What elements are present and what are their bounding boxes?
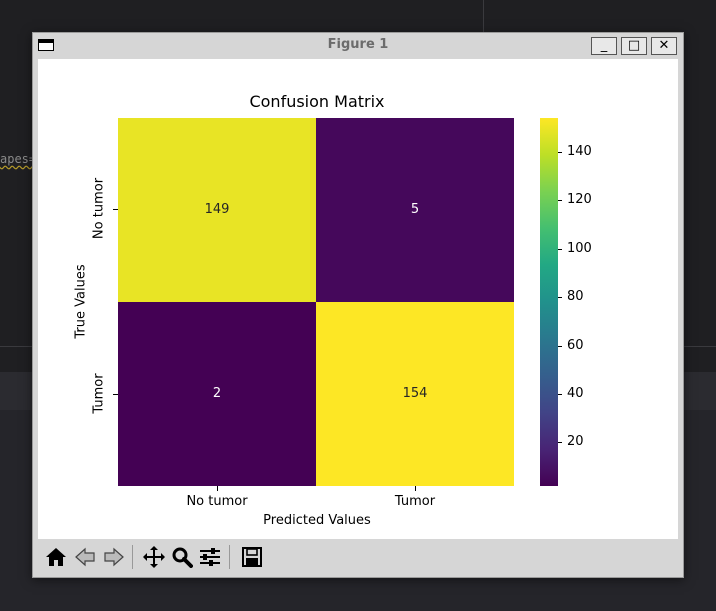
code-fragment: apes=: [0, 152, 37, 166]
minimize-button[interactable]: _: [591, 37, 617, 55]
colorbar-tick-mark: [558, 200, 562, 201]
colorbar-tick-label: 60: [567, 338, 584, 353]
figure-canvas[interactable]: Confusion Matrix 149 5 2 154 No tumor Tumor…: [38, 59, 678, 539]
x-tick-mark: [415, 486, 416, 491]
y-tick-label: Tumor: [91, 373, 107, 414]
colorbar-tick-label: 140: [567, 144, 592, 159]
heatmap-cell: 5: [316, 118, 514, 302]
colorbar-tick-label: 20: [567, 434, 584, 449]
y-tick-label: No tumor: [91, 177, 107, 240]
colorbar-tick-label: 80: [567, 289, 584, 304]
save-icon[interactable]: [238, 543, 266, 571]
colorbar-tick-mark: [558, 249, 562, 250]
toolbar-separator: [132, 545, 133, 569]
toolbar: [38, 539, 678, 575]
heatmap-cell: 2: [118, 302, 316, 486]
home-icon[interactable]: [42, 543, 70, 571]
colorbar-tick-label: 40: [567, 386, 584, 401]
colorbar-tick-mark: [558, 346, 562, 347]
colorbar-tick-label: 120: [567, 192, 592, 207]
window-title: Figure 1: [327, 37, 389, 52]
x-tick-label: Tumor: [394, 494, 436, 509]
cell-value-label: 154: [402, 386, 428, 401]
toolbar-separator: [229, 545, 230, 569]
back-icon[interactable]: [71, 543, 99, 571]
pan-icon[interactable]: [140, 543, 168, 571]
y-tick-mark: [113, 209, 118, 210]
x-axis-label: Predicted Values: [263, 513, 371, 528]
cell-value-label: 149: [204, 202, 230, 217]
chart-title: Confusion Matrix: [249, 92, 385, 111]
y-tick-mark: [113, 394, 118, 395]
zoom-icon[interactable]: [168, 543, 196, 571]
editor-divider: [483, 0, 484, 36]
figure-window: Figure 1 _ □ ✕ Confusion Matrix 149 5 2 154…: [32, 32, 684, 578]
heatmap-cell: 149: [118, 118, 316, 302]
window-icon: [38, 39, 54, 51]
colorbar: [540, 118, 558, 486]
title-bar[interactable]: Figure 1 _ □ ✕: [33, 33, 683, 59]
heatmap-cell: 154: [316, 302, 514, 486]
colorbar-tick-mark: [558, 152, 562, 153]
colorbar-tick-mark: [558, 297, 562, 298]
configure-icon[interactable]: [196, 543, 224, 571]
forward-icon[interactable]: [100, 543, 128, 571]
x-tick-mark: [217, 486, 218, 491]
colorbar-tick-mark: [558, 442, 562, 443]
colorbar-tick-label: 100: [567, 241, 592, 256]
maximize-button[interactable]: □: [621, 37, 647, 55]
x-tick-label: No tumor: [186, 494, 248, 509]
cell-value-label: 2: [212, 386, 222, 401]
colorbar-tick-mark: [558, 394, 562, 395]
close-button[interactable]: ✕: [651, 37, 677, 55]
cell-value-label: 5: [410, 202, 420, 217]
y-axis-label: True Values: [73, 264, 89, 339]
